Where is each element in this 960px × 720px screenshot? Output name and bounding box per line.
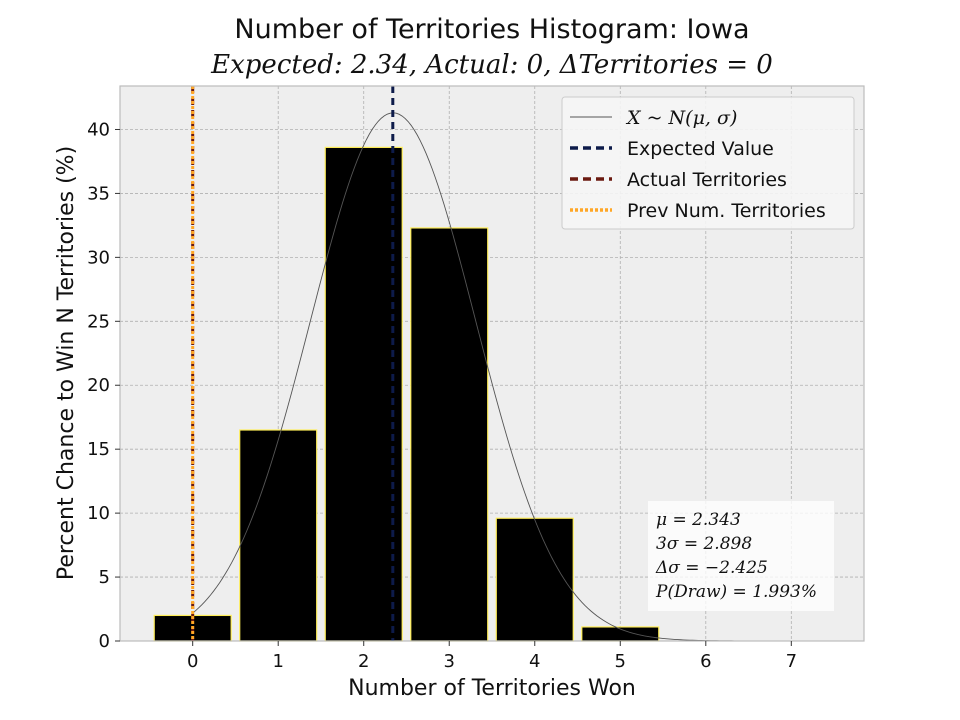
- x-tick-label: 0: [187, 651, 198, 672]
- chart-title: Number of Territories Histogram: Iowa: [234, 14, 749, 45]
- legend-expected-label: Expected Value: [627, 138, 774, 160]
- chart-subtitle: Expected: 2.34, Actual: 0, ΔTerritories …: [210, 50, 773, 80]
- bar: [495, 517, 574, 642]
- stats-line: Δσ = −2.425: [655, 558, 768, 578]
- x-tick-label: 4: [529, 651, 540, 672]
- legend-prev-label: Prev Num. Territories: [627, 200, 826, 222]
- bars: [153, 146, 660, 642]
- reference-lines: [191, 86, 395, 641]
- y-tick-label: 10: [87, 503, 110, 524]
- x-tick-label: 2: [358, 651, 369, 672]
- legend-actual-label: Actual Territories: [627, 169, 787, 191]
- y-tick-label: 5: [99, 567, 110, 588]
- axis-ticks: 0 1 2 3 4 5 6 7 0 5 10 15 20 25 30 35 40: [87, 119, 797, 672]
- x-tick-label: 3: [444, 651, 455, 672]
- y-tick-label: 25: [87, 311, 110, 332]
- x-tick-label: 5: [615, 651, 626, 672]
- x-axis-label: Number of Territories Won: [348, 676, 636, 701]
- y-tick-label: 0: [99, 631, 110, 652]
- stats-line: P(Draw) = 1.993%: [655, 582, 817, 602]
- y-axis-label: Percent Chance to Win N Territories (%): [54, 146, 79, 580]
- y-tick-label: 35: [87, 183, 110, 204]
- bar: [324, 146, 403, 642]
- y-tick-label: 40: [87, 119, 110, 140]
- legend-normal-label: X ~ N(μ, σ): [625, 107, 737, 129]
- plot-frame: [119, 85, 865, 642]
- legend-box: [561, 96, 855, 230]
- x-tick-label: 6: [700, 651, 711, 672]
- normal-curve: [192, 112, 792, 642]
- legend: X ~ N(μ, σ) Expected Value Actual Territor…: [561, 96, 855, 230]
- y-tick-label: 20: [87, 375, 110, 396]
- bar: [410, 227, 489, 642]
- stats-line: 3σ = 2.898: [656, 534, 752, 554]
- x-tick-label: 7: [786, 651, 797, 672]
- x-tick-label: 1: [272, 651, 283, 672]
- y-tick-label: 30: [87, 247, 110, 268]
- y-tick-label: 15: [87, 439, 110, 460]
- bar: [239, 429, 318, 642]
- stats-box-bg: [648, 501, 834, 611]
- stats-line: μ = 2.343: [656, 510, 741, 530]
- stats-box: μ = 2.343 3σ = 2.898 Δσ = −2.425 P(Draw) = …: [648, 501, 834, 611]
